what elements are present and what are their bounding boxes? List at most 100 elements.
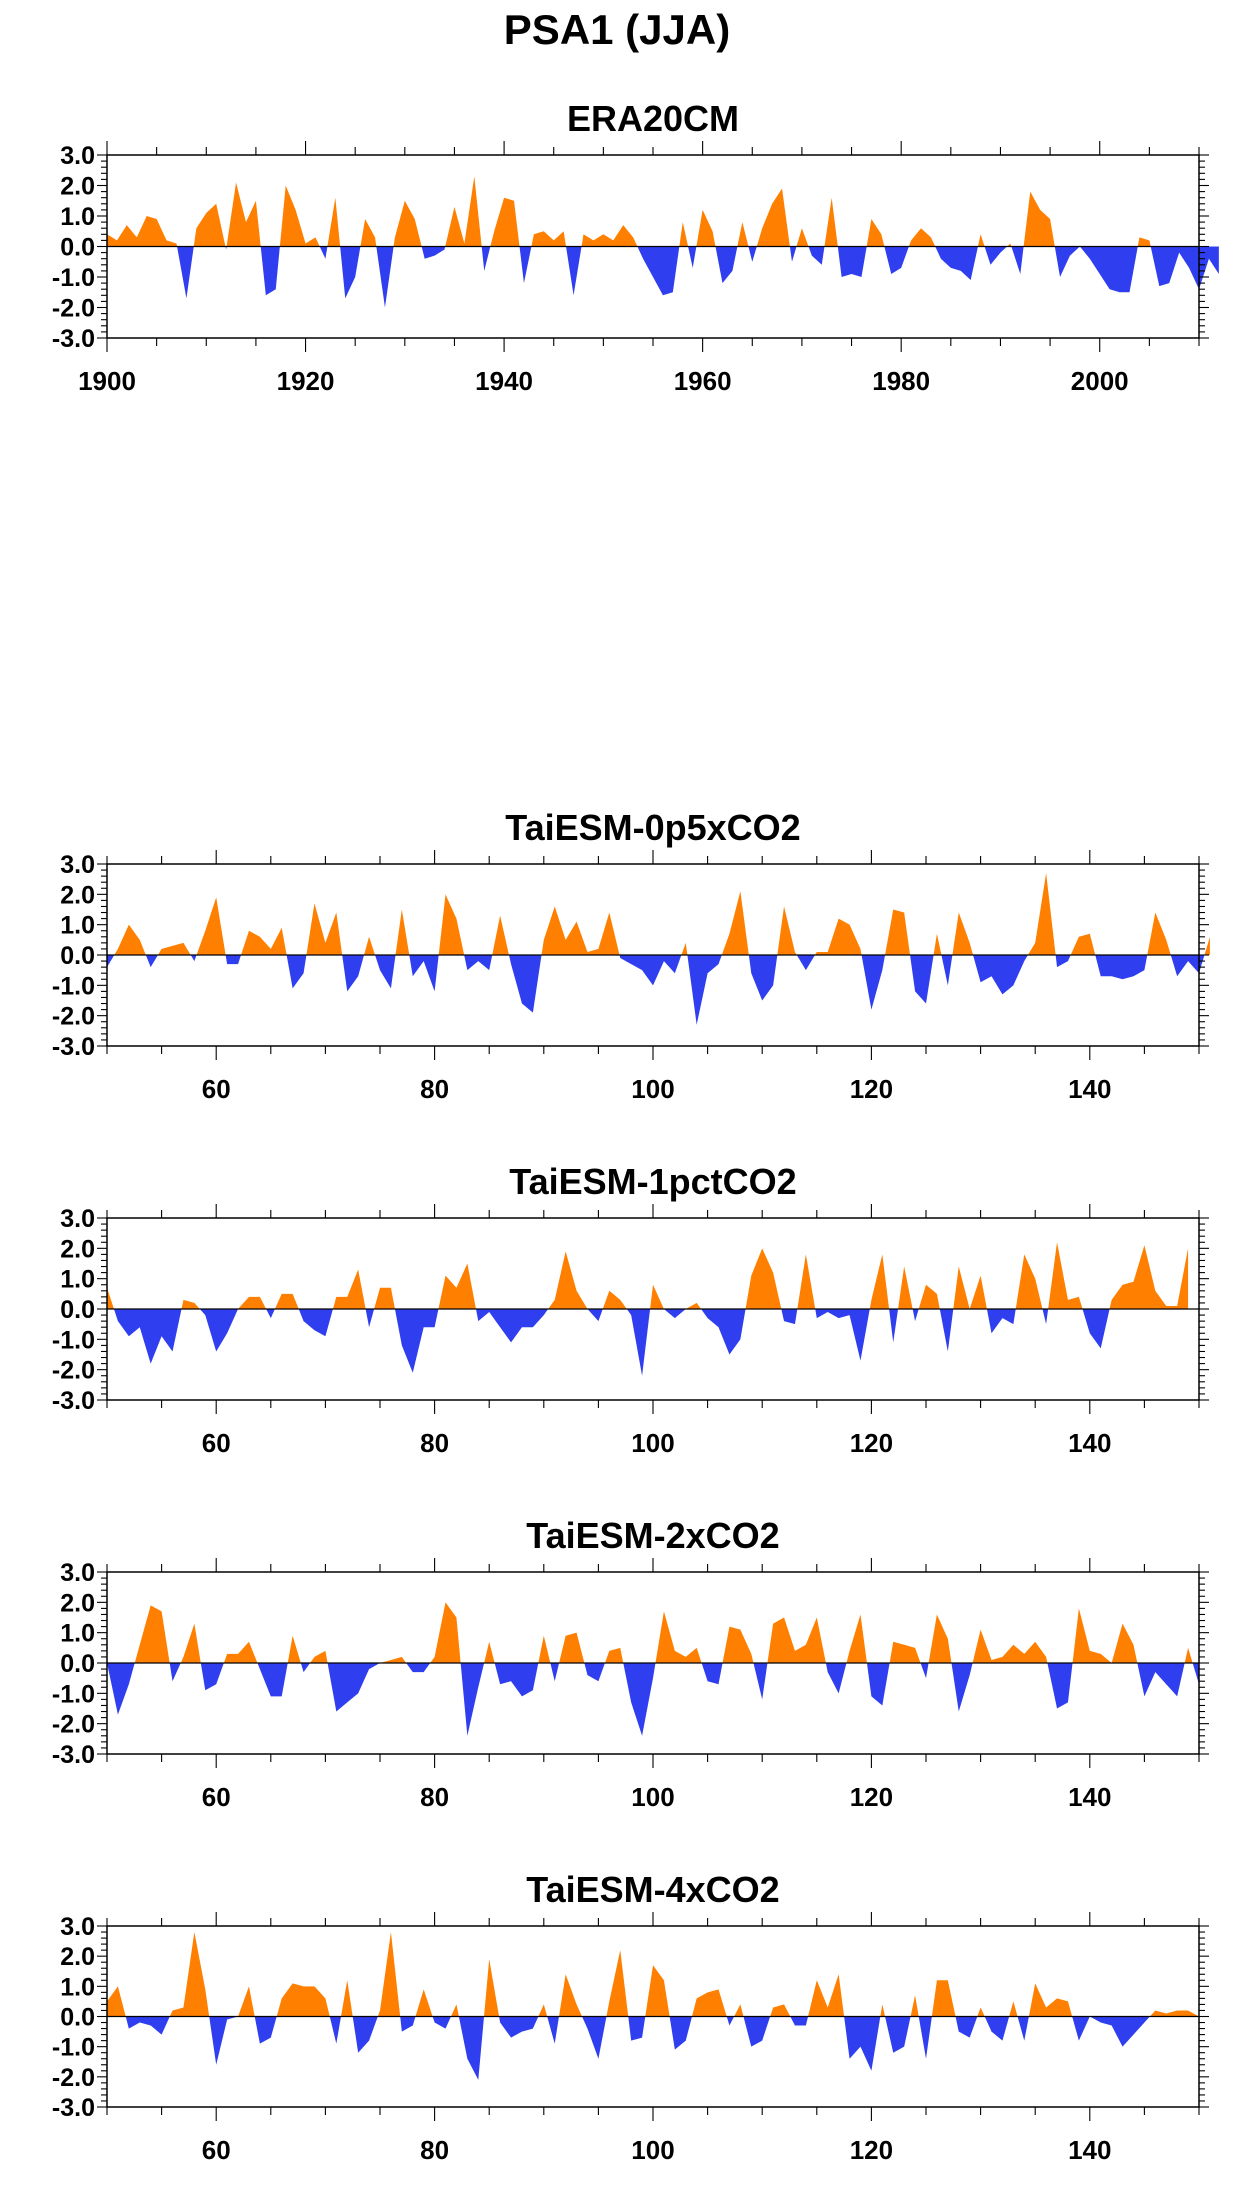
negative-anomaly-area xyxy=(935,246,978,281)
negative-anomaly-area xyxy=(257,1663,288,1697)
negative-anomaly-area xyxy=(190,955,197,962)
positive-anomaly-area xyxy=(393,200,422,247)
negative-anomaly-area xyxy=(861,955,886,1010)
positive-anomaly-area xyxy=(341,1980,353,2017)
negative-anomaly-area xyxy=(566,246,582,296)
negative-anomaly-area xyxy=(107,955,115,968)
negative-anomaly-area xyxy=(837,246,867,277)
positive-anomaly-area xyxy=(438,894,465,955)
x-axis: 60 80 100 120 140 xyxy=(106,1204,1200,1458)
x-tick-label: 120 xyxy=(850,1782,893,1812)
positive-anomaly-area xyxy=(332,1269,366,1309)
positive-anomaly-area xyxy=(655,1611,702,1663)
y-tick-label: 2.0 xyxy=(60,1589,95,1617)
positive-anomaly-area xyxy=(238,1296,267,1309)
positive-anomaly-area xyxy=(908,228,936,247)
x-tick-label: 100 xyxy=(631,1782,674,1812)
negative-anomaly-area xyxy=(743,2016,771,2047)
y-tick-label: -3.0 xyxy=(52,1741,95,1769)
negative-anomaly-area xyxy=(169,1663,181,1682)
y-tick-label: -1.0 xyxy=(52,2034,95,2062)
positive-anomaly-area xyxy=(756,188,790,247)
positive-anomaly-area xyxy=(1023,191,1055,247)
positive-anomaly-area xyxy=(360,219,377,247)
negative-anomaly-area xyxy=(701,1663,723,1685)
negative-anomaly-area xyxy=(885,2016,911,2053)
y-tick-label: 1.0 xyxy=(60,1620,95,1648)
y-tick-label: 3.0 xyxy=(60,1913,95,1941)
x-axis: 1900 1920 1940 1960 1980 2000 xyxy=(78,141,1200,396)
negative-anomaly-area xyxy=(1170,955,1205,977)
negative-anomaly-area xyxy=(113,1309,182,1364)
negative-anomaly-area xyxy=(266,1309,275,1319)
positive-anomaly-area xyxy=(1028,1983,1073,2017)
negative-anomaly-area xyxy=(587,1309,603,1322)
negative-anomaly-area xyxy=(889,1309,899,1343)
positive-anomaly-area xyxy=(808,1974,845,2017)
x-tick-label: 80 xyxy=(420,1074,449,1104)
positive-anomaly-area xyxy=(180,1623,201,1663)
negative-anomaly-area xyxy=(327,1663,380,1712)
y-tick-label: -3.0 xyxy=(52,1033,95,1061)
positive-anomaly-area xyxy=(953,1266,970,1309)
y-tick-label: 1.0 xyxy=(60,912,95,940)
x-tick-label: 80 xyxy=(420,2135,449,2165)
negative-anomaly-area xyxy=(340,246,361,299)
negative-anomaly-area xyxy=(375,955,396,989)
positive-anomaly-area xyxy=(374,1287,395,1309)
series-fill xyxy=(107,1602,1199,1736)
negative-anomaly-area xyxy=(584,1663,605,1682)
negative-anomaly-area xyxy=(808,246,825,265)
negative-anomaly-area xyxy=(342,955,365,992)
negative-anomaly-area xyxy=(432,2016,451,2029)
negative-anomaly-area xyxy=(225,246,227,250)
positive-anomaly-area xyxy=(969,1275,987,1309)
y-axis: 3.02.01.00.0-1.0-2.0-3.0 xyxy=(52,1913,1209,2122)
positive-anomaly-area xyxy=(1184,1647,1193,1663)
series-fill xyxy=(107,1242,1189,1376)
negative-anomaly-area xyxy=(715,246,738,284)
positive-anomaly-area xyxy=(814,918,862,955)
positive-anomaly-area xyxy=(737,222,749,247)
positive-anomaly-area xyxy=(430,1602,461,1663)
chart-panel-2: TaiESM-0p5xCO2 3.02.0 1.00.0-1.0 -2.0-3.0 60… xyxy=(52,807,1210,1104)
positive-anomaly-area xyxy=(977,2007,985,2017)
x-tick-label: 100 xyxy=(631,2135,674,2165)
positive-anomaly-area xyxy=(310,1650,328,1663)
negative-anomaly-area xyxy=(918,2016,932,2059)
positive-anomaly-area xyxy=(846,1614,867,1663)
negative-anomaly-area xyxy=(329,2016,341,2044)
y-axis: 3.02.01.00.0-1.0-2.0-3.0 xyxy=(52,1205,1209,1415)
positive-anomaly-area xyxy=(898,1266,913,1309)
positive-anomaly-area xyxy=(492,915,509,955)
negative-anomaly-area xyxy=(753,1663,768,1700)
y-tick-label: 3.0 xyxy=(60,1205,95,1233)
positive-anomaly-area xyxy=(880,2004,886,2017)
positive-anomaly-area xyxy=(559,1632,585,1663)
negative-anomaly-area xyxy=(866,1663,890,1706)
negative-anomaly-area xyxy=(481,246,491,271)
positive-anomaly-area xyxy=(415,1989,433,2017)
x-tick-label: 140 xyxy=(1068,1782,1111,1812)
negative-anomaly-area xyxy=(663,1309,686,1319)
negative-anomaly-area xyxy=(973,955,1028,995)
y-tick-label: -2.0 xyxy=(52,1357,95,1385)
positive-anomaly-area xyxy=(548,1251,588,1309)
x-tick-label: 2000 xyxy=(1071,366,1129,396)
negative-anomaly-area xyxy=(365,1309,375,1328)
positive-anomaly-area xyxy=(134,1605,170,1663)
positive-anomaly-area xyxy=(972,1629,1048,1663)
positive-anomaly-area xyxy=(581,225,638,247)
positive-anomaly-area xyxy=(722,1626,754,1663)
negative-anomaly-area xyxy=(789,246,797,262)
negative-anomaly-area xyxy=(199,1309,239,1352)
positive-anomaly-area xyxy=(770,2004,791,2017)
negative-anomaly-area xyxy=(790,2016,809,2026)
negative-anomaly-area xyxy=(421,246,446,259)
y-axis: 3.02.01.00.0-1.0-2.0-3.0 xyxy=(52,1559,1209,1769)
positive-anomaly-area xyxy=(885,909,911,955)
negative-anomaly-area xyxy=(920,1663,929,1679)
y-tick-label: -1.0 xyxy=(52,1326,95,1354)
positive-anomaly-area xyxy=(734,2004,744,2017)
